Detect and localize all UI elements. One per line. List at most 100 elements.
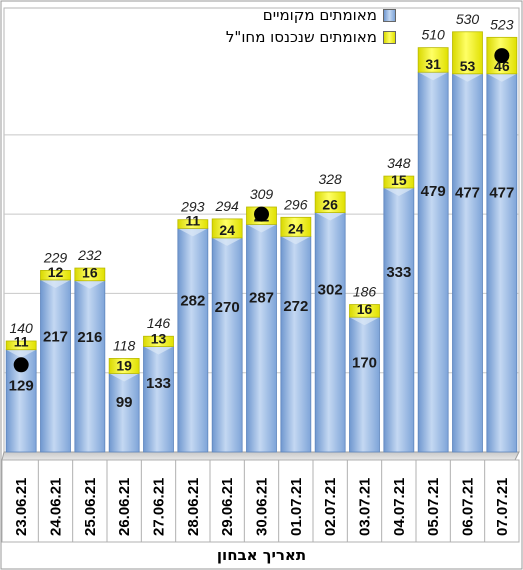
label-local-28.06.21: 282	[180, 292, 205, 309]
legend-item-local: מאומתים מקומיים	[186, 4, 396, 26]
bar-abroad-04.07.21	[383, 175, 415, 189]
label-total-04.07.21: 348	[387, 155, 411, 171]
x-tick-27.06.21: 27.06.21	[151, 478, 168, 536]
bar-local-bevel-26.06.21	[109, 373, 140, 382]
bar-local-bevel-27.06.21	[143, 346, 174, 355]
x-tick-23.06.21: 23.06.21	[13, 478, 30, 536]
marker-dot-2	[254, 206, 269, 222]
bar-abroad-24.06.21	[40, 270, 71, 281]
bar-local-06.07.21	[452, 73, 483, 453]
chart-floor	[1, 451, 520, 461]
x-tick-04.07.21: 04.07.21	[391, 478, 408, 536]
label-local-02.07.21: 302	[318, 281, 343, 298]
bars-layer	[5, 31, 518, 453]
bar-local-bevel-07.07.21	[486, 73, 517, 82]
x-axis-title: תאריך אבחון	[217, 546, 306, 564]
x-tick-26.06.21: 26.06.21	[116, 478, 133, 536]
label-local-07.07.21: 477	[489, 184, 514, 201]
label-total-02.07.21: 328	[318, 171, 342, 187]
bar-abroad-01.07.21	[280, 216, 312, 237]
bar-local-04.07.21	[383, 187, 415, 453]
bar-abroad-27.06.21	[143, 335, 174, 347]
bar-local-01.07.21	[280, 235, 312, 453]
label-abroad-23.06.21: 11	[14, 334, 29, 350]
bar-local-bevel-04.07.21	[383, 187, 414, 196]
bar-local-25.06.21	[74, 280, 106, 453]
bar-local-bevel-30.06.21	[246, 224, 277, 233]
x-tick-05.07.21: 05.07.21	[425, 478, 442, 536]
legend-item-abroad: מאומתים שנכנסו מחו"ל	[186, 26, 396, 48]
x-tick-03.07.21: 03.07.21	[357, 478, 374, 536]
bar-local-bevel-24.06.21	[40, 279, 71, 288]
bar-local-bevel-02.07.21	[315, 212, 346, 221]
bar-local-30.06.21	[246, 224, 277, 453]
bar-abroad-28.06.21	[177, 219, 209, 229]
label-total-30.06.21: 309	[250, 186, 274, 202]
legend-swatch-local	[383, 8, 396, 22]
label-abroad-28.06.21: 11	[185, 212, 200, 228]
label-abroad-05.07.21: 31	[425, 56, 441, 72]
label-local-01.07.21: 272	[283, 298, 308, 315]
label-total-25.06.21: 232	[77, 247, 102, 263]
bar-local-bevel-06.07.21	[452, 73, 483, 82]
bar-local-bevel-03.07.21	[349, 317, 380, 326]
label-local-06.07.21: 477	[455, 184, 480, 201]
label-local-04.07.21: 333	[386, 264, 411, 281]
label-local-23.06.21: 129	[9, 377, 34, 394]
label-total-28.06.21: 293	[180, 199, 205, 215]
label-total-06.07.21: 530	[456, 11, 480, 27]
bar-local-bevel-29.06.21	[212, 237, 243, 246]
bar-abroad-26.06.21	[108, 358, 140, 374]
bar-abroad-02.07.21	[314, 191, 346, 213]
bar-abroad-29.06.21	[211, 218, 243, 239]
legend-swatch-abroad	[383, 30, 396, 44]
label-local-27.06.21: 133	[146, 375, 171, 392]
bar-abroad-06.07.21	[452, 31, 483, 75]
label-total-07.07.21: 523	[490, 16, 514, 32]
label-total-27.06.21: 146	[147, 315, 171, 331]
label-total-23.06.21: 140	[9, 320, 33, 336]
label-local-30.06.21: 287	[249, 290, 274, 307]
x-tick-02.07.21: 02.07.21	[322, 478, 339, 536]
bar-local-24.06.21	[40, 279, 71, 453]
labels-layer: 1291114021712229216162329919118133131462…	[9, 11, 515, 411]
label-abroad-01.07.21: 24	[288, 220, 304, 236]
bar-local-bevel-25.06.21	[74, 280, 105, 289]
label-abroad-25.06.21: 16	[82, 265, 98, 281]
label-abroad-04.07.21: 15	[391, 172, 407, 188]
label-local-29.06.21: 270	[215, 299, 240, 316]
bar-local-29.06.21	[211, 237, 243, 453]
x-tick-29.06.21: 29.06.21	[219, 478, 236, 536]
x-tick-30.06.21: 30.06.21	[254, 478, 271, 536]
bar-abroad-23.06.21	[5, 340, 37, 351]
label-total-01.07.21: 296	[283, 196, 308, 212]
label-local-24.06.21: 217	[43, 329, 68, 346]
bar-abroad-05.07.21	[417, 47, 449, 73]
label-abroad-24.06.21: 12	[48, 264, 64, 280]
axis-layer: 23.06.21 24.06.21 25.06.21 26.06.21 27.06.21…	[1, 459, 520, 564]
bar-local-27.06.21	[143, 346, 174, 453]
x-tick-24.06.21: 24.06.21	[48, 478, 65, 536]
bar-local-bevel-23.06.21	[6, 349, 37, 358]
bar-local-28.06.21	[177, 228, 209, 453]
bar-local-bevel-05.07.21	[418, 72, 449, 81]
x-tick-01.07.21: 01.07.21	[288, 478, 305, 536]
x-tick-28.06.21: 28.06.21	[185, 478, 202, 536]
label-abroad-06.07.21: 53	[460, 58, 476, 74]
x-tick-06.07.21: 06.07.21	[460, 478, 477, 536]
label-total-03.07.21: 186	[353, 284, 377, 300]
label-total-24.06.21: 229	[43, 249, 68, 265]
legend-label-local: מאומתים מקומיים	[262, 6, 377, 24]
label-abroad-26.06.21: 19	[116, 358, 132, 374]
label-abroad-27.06.21: 13	[151, 331, 167, 347]
bar-local-03.07.21	[349, 316, 380, 453]
label-abroad-03.07.21: 16	[357, 301, 373, 317]
label-abroad-29.06.21: 24	[219, 222, 235, 238]
legend: מאומתים מקומיים מאומתים שנכנסו מחו"ל	[186, 4, 396, 48]
label-total-05.07.21: 510	[421, 27, 445, 43]
bar-local-26.06.21	[108, 373, 140, 453]
label-local-26.06.21: 99	[116, 394, 133, 411]
x-axis-frame	[1, 459, 520, 543]
